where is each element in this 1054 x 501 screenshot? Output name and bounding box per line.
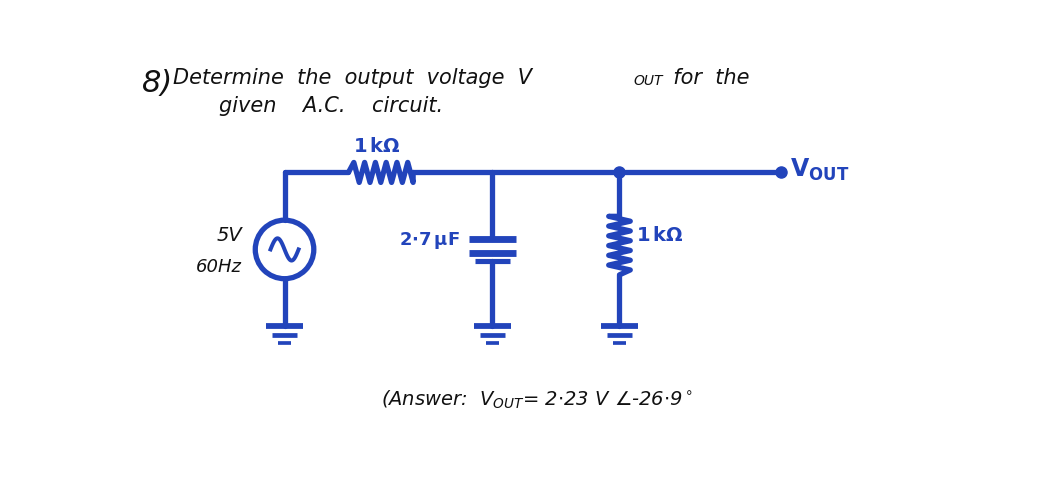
Text: $\mathbf{1\,k\Omega}$: $\mathbf{1\,k\Omega}$ [637,225,684,244]
Text: 60Hz: 60Hz [196,258,242,276]
Text: 5V: 5V [216,225,242,244]
Text: $\mathbf{1\,k\Omega}$: $\mathbf{1\,k\Omega}$ [353,137,401,156]
Text: (Answer:  $V_{OUT}$= 2$\cdot$23 V $\angle$-26$\cdot$9$^\circ$: (Answer: $V_{OUT}$= 2$\cdot$23 V $\angle… [380,388,692,410]
Text: OUT: OUT [633,74,663,88]
Text: 8): 8) [142,69,173,98]
Text: $\mathbf{V_{OUT}}$: $\mathbf{V_{OUT}}$ [790,157,850,183]
Text: given    A.C.    circuit.: given A.C. circuit. [219,96,444,116]
Text: $\mathbf{2{\cdot}7\,\mu F}$: $\mathbf{2{\cdot}7\,\mu F}$ [399,229,461,250]
Text: Determine  the  output  voltage  V: Determine the output voltage V [173,68,532,88]
Text: for  the: for the [660,68,749,88]
